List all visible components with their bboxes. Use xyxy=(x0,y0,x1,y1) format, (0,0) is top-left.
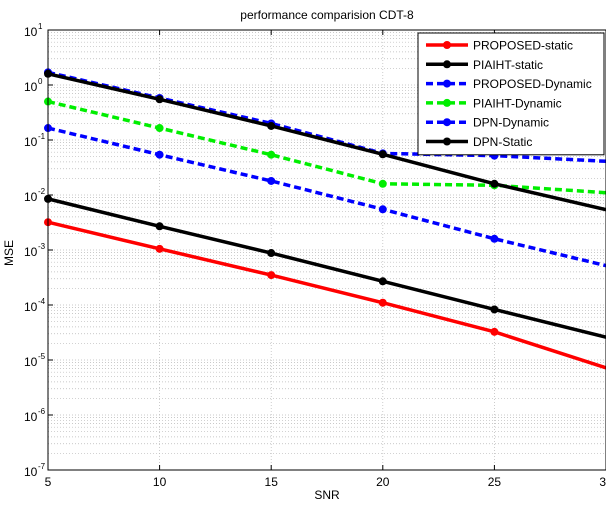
legend-label: DPN-Dynamic xyxy=(473,116,549,130)
series-5 xyxy=(44,69,606,212)
y-tick-label: 10 -7 xyxy=(24,462,46,479)
y-tick-base: 10 xyxy=(24,410,38,424)
tick-marks xyxy=(47,29,606,471)
x-tick-label: 15 xyxy=(265,475,279,489)
x-tick-label: 30 xyxy=(599,475,606,489)
series-marker xyxy=(490,234,499,243)
legend-marker xyxy=(443,137,451,146)
series-0 xyxy=(44,218,606,370)
series-marker xyxy=(378,150,387,159)
series-marker xyxy=(378,277,387,286)
legend-item: PROPOSED-Dynamic xyxy=(426,77,592,91)
series-marker xyxy=(267,271,276,280)
y-tick-label: 10 -5 xyxy=(24,352,46,369)
y-tick-label: 10 1 xyxy=(24,22,43,39)
y-tick-exponent: -7 xyxy=(38,462,46,471)
y-tick-label: 10 -1 xyxy=(24,132,46,149)
legend-marker xyxy=(443,118,451,127)
legend-item: PROPOSED-static xyxy=(426,39,573,53)
x-tick-label: 25 xyxy=(488,475,502,489)
series-marker xyxy=(267,249,276,258)
y-tick-base: 10 xyxy=(24,80,38,94)
series-marker xyxy=(267,176,276,185)
y-tick-label: 10 -2 xyxy=(24,187,46,204)
legend-label: PIAIHT-Dynamic xyxy=(473,96,562,110)
x-tick-label: 20 xyxy=(376,475,390,489)
series-marker xyxy=(267,121,276,130)
y-tick-base: 10 xyxy=(24,245,38,259)
legend-marker xyxy=(443,60,451,69)
y-tick-exponent: -1 xyxy=(38,132,46,141)
y-tick-exponent: 0 xyxy=(38,77,43,86)
y-tick-label: 10 0 xyxy=(24,77,43,94)
x-tick-label: 5 xyxy=(45,475,52,489)
legend-box xyxy=(417,32,605,156)
y-axis-label: MSE xyxy=(2,240,16,266)
series-layer xyxy=(44,68,606,370)
y-tick-exponent: -2 xyxy=(38,187,46,196)
y-tick-base: 10 xyxy=(24,300,38,314)
legend-label: PIAIHT-static xyxy=(473,58,543,72)
series-marker xyxy=(155,222,164,231)
y-tick-label: 10 -3 xyxy=(24,242,46,259)
legend-item: DPN-Dynamic xyxy=(426,116,549,130)
chart-title: performance comparision CDT-8 xyxy=(240,8,414,22)
legend-marker xyxy=(443,41,451,49)
legend-label: DPN-Static xyxy=(473,135,532,149)
y-tick-exponent: -3 xyxy=(38,242,46,251)
y-tick-exponent: -6 xyxy=(38,407,46,416)
series-marker xyxy=(490,305,499,314)
y-tick-exponent: 1 xyxy=(38,22,43,31)
y-tick-base: 10 xyxy=(24,135,38,149)
legend-items: PROPOSED-static PIAIHT-static PROPOSED-Dyn… xyxy=(426,39,592,149)
legend-marker xyxy=(443,98,451,107)
series-marker xyxy=(155,244,164,253)
y-tick-label: 10 -6 xyxy=(24,407,46,424)
series-marker xyxy=(378,298,387,307)
series-marker xyxy=(490,327,499,336)
y-tick-base: 10 xyxy=(24,465,38,479)
legend-marker xyxy=(443,79,451,88)
y-tick-exponent: -4 xyxy=(38,297,46,306)
series-marker xyxy=(490,179,499,188)
legend-item: PIAIHT-Dynamic xyxy=(426,96,562,110)
series-line xyxy=(47,72,606,212)
legend-label: PROPOSED-static xyxy=(473,39,573,53)
y-tick-base: 10 xyxy=(24,190,38,204)
legend-item: DPN-Static xyxy=(426,135,532,149)
legend: PROPOSED-static PIAIHT-static PROPOSED-Dyn… xyxy=(417,32,605,156)
series-line xyxy=(47,220,606,370)
series-line xyxy=(47,126,606,268)
y-tick-exponent: -5 xyxy=(38,352,46,361)
series-marker xyxy=(155,150,164,159)
x-axis-label: SNR xyxy=(314,488,340,501)
x-tick-label: 10 xyxy=(153,475,167,489)
legend-label: PROPOSED-Dynamic xyxy=(473,77,592,91)
y-tick-base: 10 xyxy=(24,355,38,369)
y-tick-base: 10 xyxy=(24,25,38,39)
series-marker xyxy=(155,124,164,133)
series-marker xyxy=(267,150,276,159)
series-marker xyxy=(155,95,164,104)
x-tick-labels: 5 10 15 20 25 30 xyxy=(45,475,606,489)
series-line xyxy=(47,197,606,339)
series-marker xyxy=(378,205,387,214)
series-marker xyxy=(378,179,387,188)
y-tick-label: 10 -4 xyxy=(24,297,46,314)
legend-item: PIAIHT-static xyxy=(426,58,543,72)
